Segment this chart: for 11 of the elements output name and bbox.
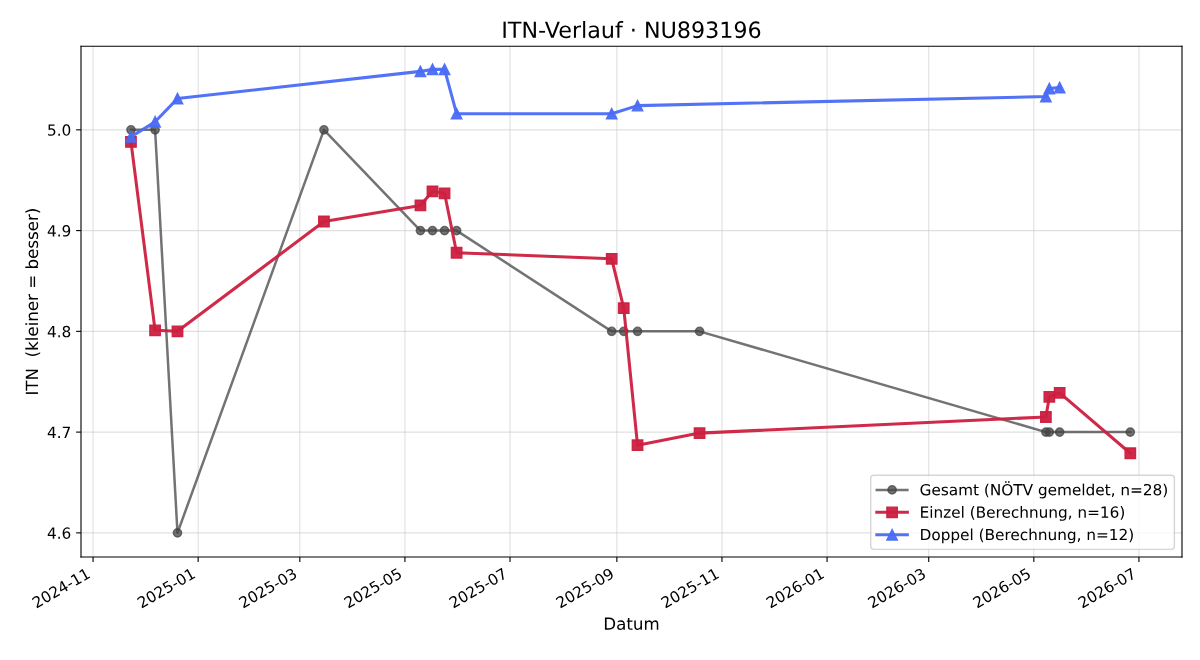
y-tick-label: 5.0 bbox=[48, 124, 71, 136]
y-tick-label: 4.9 bbox=[47, 225, 71, 237]
legend-label: Gesamt (NÖTV gemeldet, n=28) bbox=[920, 481, 1167, 499]
chart-title: ITN-Verlauf · NU893196 bbox=[503, 20, 761, 39]
y-tick-label: 4.8 bbox=[47, 325, 71, 338]
legend-label: Einzel (Berechnung, n=16) bbox=[921, 506, 1124, 521]
y-tick-label: 4.7 bbox=[47, 426, 70, 438]
x-axis-title: Datum bbox=[604, 617, 659, 630]
legend-label: Doppel (Berechnung, n=12) bbox=[921, 528, 1133, 544]
y-axis-title: ITN (kleiner = besser) bbox=[25, 209, 41, 394]
y-tick-label: 4.6 bbox=[47, 527, 71, 539]
